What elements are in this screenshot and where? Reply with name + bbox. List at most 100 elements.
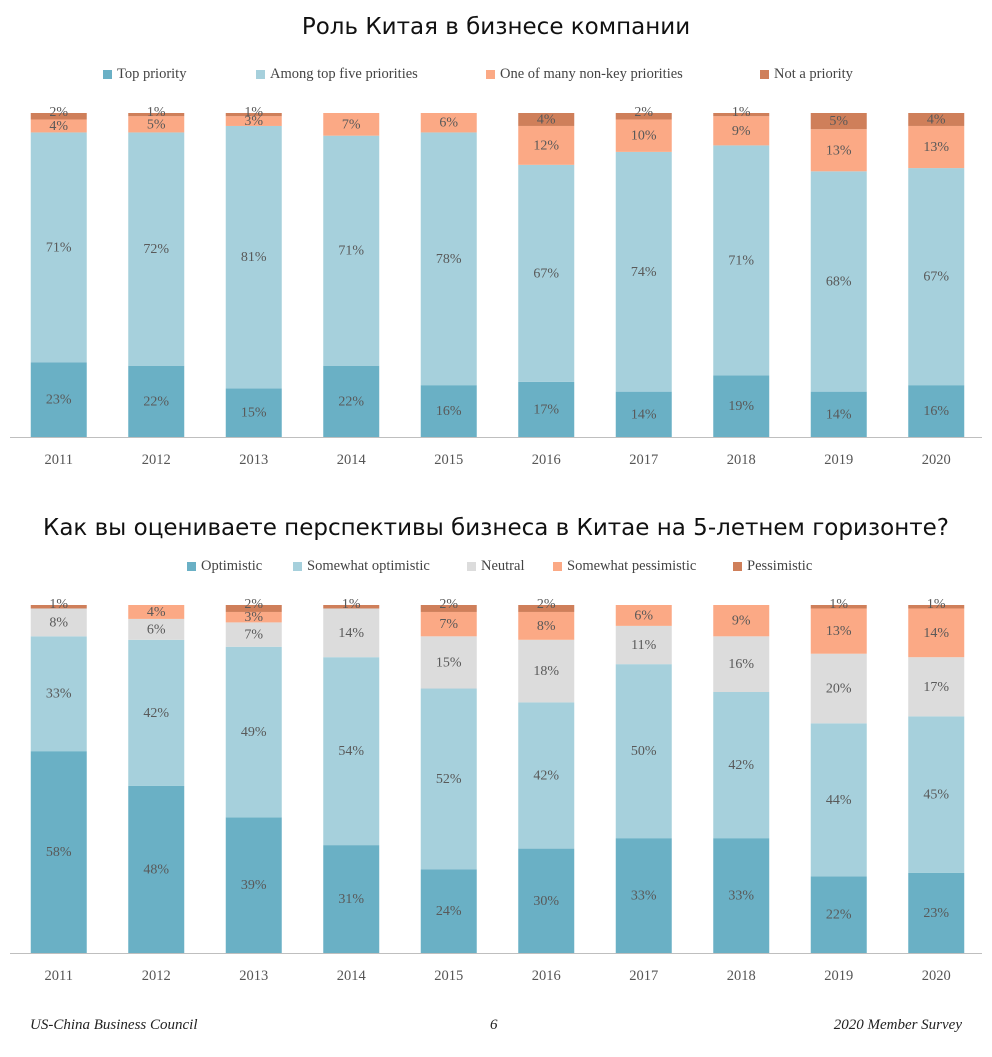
data-label: 1% bbox=[732, 105, 751, 120]
data-label: 3% bbox=[244, 610, 263, 625]
data-label: 58% bbox=[46, 845, 72, 860]
bar-segment bbox=[518, 125, 575, 165]
bar-segment bbox=[30, 605, 87, 609]
data-label: 15% bbox=[241, 406, 267, 421]
x-tick-label: 2014 bbox=[337, 968, 367, 984]
bar-segment bbox=[615, 391, 672, 437]
data-label: 5% bbox=[829, 114, 848, 129]
bar-segment bbox=[30, 751, 87, 953]
data-label: 9% bbox=[732, 124, 751, 139]
data-label: 17% bbox=[923, 680, 949, 695]
data-label: 42% bbox=[533, 769, 559, 784]
legend-item: Top priority bbox=[103, 66, 186, 83]
bar-segment bbox=[30, 362, 87, 437]
data-label: 4% bbox=[49, 119, 68, 134]
bar-segment bbox=[713, 116, 770, 146]
data-label: 8% bbox=[537, 619, 556, 634]
legend-label: Neutral bbox=[481, 558, 525, 574]
data-label: 68% bbox=[826, 274, 852, 289]
data-label: 42% bbox=[728, 758, 754, 773]
bar-segment bbox=[225, 611, 282, 623]
bar-segment bbox=[225, 605, 282, 612]
data-label: 4% bbox=[147, 605, 166, 620]
bar-segment bbox=[128, 639, 185, 786]
data-label: 42% bbox=[143, 706, 169, 721]
bar-segment bbox=[323, 657, 380, 846]
data-label: 31% bbox=[338, 892, 364, 907]
bar-segment bbox=[225, 622, 282, 647]
data-label: 2% bbox=[537, 597, 556, 612]
data-label: 7% bbox=[342, 117, 361, 132]
legend-item: Somewhat optimistic bbox=[293, 558, 430, 575]
x-tick-label: 2016 bbox=[532, 968, 561, 984]
x-tick-label: 2018 bbox=[727, 452, 756, 468]
data-label: 67% bbox=[533, 266, 559, 281]
bar-segment bbox=[128, 113, 185, 117]
data-label: 1% bbox=[342, 597, 361, 612]
legend-label: Top priority bbox=[117, 66, 187, 82]
bar-segment bbox=[323, 365, 380, 437]
bar-segment bbox=[810, 129, 867, 172]
bar-segment bbox=[30, 119, 87, 133]
legend-label: Among top five priorities bbox=[270, 66, 418, 82]
data-label: 2% bbox=[634, 105, 653, 120]
bar-segment bbox=[225, 116, 282, 126]
bar-segment bbox=[225, 646, 282, 818]
data-label: 23% bbox=[923, 906, 949, 921]
data-label: 1% bbox=[927, 597, 946, 612]
bar-segment bbox=[128, 785, 185, 953]
bar-segment bbox=[908, 872, 965, 953]
data-label: 54% bbox=[338, 744, 364, 759]
bar-segment bbox=[518, 113, 575, 126]
legend-item: Among top five priorities bbox=[256, 66, 418, 83]
data-label: 3% bbox=[244, 114, 263, 129]
x-tick-label: 2012 bbox=[142, 968, 171, 984]
x-tick-label: 2011 bbox=[45, 968, 73, 984]
bar-segment bbox=[908, 605, 965, 609]
data-label: 71% bbox=[728, 253, 754, 268]
bar-segment bbox=[810, 653, 867, 724]
data-label: 10% bbox=[631, 129, 657, 144]
bar-segment bbox=[713, 692, 770, 839]
bar-segment bbox=[420, 869, 477, 953]
bar-segment bbox=[908, 657, 965, 717]
chart-1-title: Роль Китая в бизнесе компании bbox=[301, 14, 691, 40]
bar-segment bbox=[615, 625, 672, 665]
x-tick-label: 2013 bbox=[239, 452, 268, 468]
bar-segment bbox=[323, 113, 380, 136]
bar-segment bbox=[810, 391, 867, 437]
legend-label: Optimistic bbox=[201, 558, 263, 574]
bar-segment bbox=[615, 664, 672, 839]
bar-segment bbox=[908, 125, 965, 169]
data-label: 9% bbox=[732, 614, 751, 629]
data-label: 13% bbox=[826, 624, 852, 639]
legend-item: One of many non-key priorities bbox=[486, 66, 683, 83]
bar-segment bbox=[908, 716, 965, 873]
footer-survey-name: 2020 Member Survey bbox=[833, 1017, 962, 1033]
bar-segment bbox=[420, 688, 477, 870]
data-label: 39% bbox=[241, 878, 267, 893]
data-label: 20% bbox=[826, 682, 852, 697]
data-label: 17% bbox=[533, 402, 559, 417]
legend-label: Pessimistic bbox=[747, 558, 813, 574]
bar-segment bbox=[810, 608, 867, 654]
legend-swatch bbox=[256, 70, 265, 79]
data-label: 33% bbox=[631, 889, 657, 904]
legend-swatch bbox=[187, 562, 196, 571]
chart-2-plot: 58%33%8%1%201148%42%6%4%201239%49%7%3%2%… bbox=[10, 597, 982, 984]
bar-segment bbox=[713, 375, 770, 437]
x-tick-label: 2017 bbox=[629, 968, 658, 984]
data-label: 2% bbox=[244, 597, 263, 612]
data-label: 22% bbox=[826, 908, 852, 923]
data-label: 14% bbox=[631, 407, 657, 422]
bar-segment bbox=[30, 636, 87, 752]
bar-segment bbox=[810, 113, 867, 130]
bar-segment bbox=[420, 636, 477, 689]
bar-segment bbox=[128, 365, 185, 437]
legend-item: Neutral bbox=[467, 558, 524, 575]
bar-segment bbox=[420, 132, 477, 386]
bar-segment bbox=[128, 605, 185, 619]
bar-segment bbox=[30, 132, 87, 363]
bar-segment bbox=[518, 702, 575, 849]
data-label: 78% bbox=[436, 252, 462, 267]
